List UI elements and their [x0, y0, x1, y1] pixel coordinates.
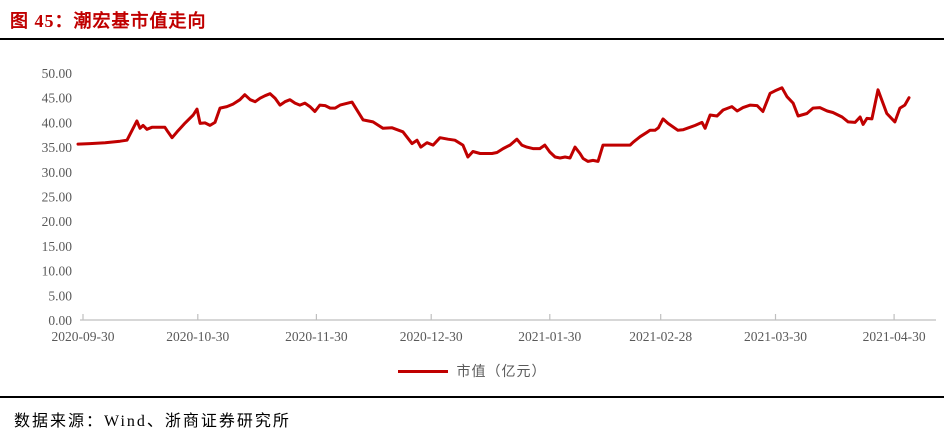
market-value-chart: 2020-09-30 2020-10-30 2020-11-30 2020-12-30… — [0, 40, 944, 396]
x-axis-tick-label: 2020-11-30 — [285, 329, 348, 344]
figure-title: 图 45：潮宏基市值走向 — [10, 11, 207, 31]
chart-canvas: 2020-09-30 2020-10-30 2020-11-30 2020-12-30… — [42, 66, 936, 344]
y-axis-tick-label: 40.00 — [42, 115, 73, 130]
x-axis-tick-label: 2020-09-30 — [52, 329, 115, 344]
y-axis-tick-label: 20.00 — [42, 214, 73, 229]
y-axis-tick-label: 35.00 — [42, 140, 73, 155]
y-axis-tick-label: 30.00 — [42, 165, 73, 180]
legend-line-swatch — [397, 369, 448, 373]
figure-title-row: 图 45：潮宏基市值走向 — [0, 0, 944, 38]
x-axis-tick-label: 2021-04-30 — [863, 329, 926, 344]
legend-series-label: 市值（亿元） — [456, 365, 547, 380]
market-value-line — [76, 86, 911, 163]
y-axis-tick-label: 10.00 — [42, 264, 73, 279]
x-axis-tick-label: 2020-12-30 — [400, 329, 463, 344]
footer-row: 数据来源：Wind、浙商证券研究所 — [0, 398, 944, 431]
bottom-divider-rule — [0, 396, 944, 398]
chart-legend: 市值（亿元） — [0, 360, 944, 382]
data-source-text: 数据来源：Wind、浙商证券研究所 — [14, 413, 291, 430]
x-axis-tick-label: 2020-10-30 — [166, 329, 229, 344]
y-axis-tick-label: 5.00 — [48, 288, 72, 303]
x-axis-tick-label: 2021-03-30 — [744, 329, 807, 344]
top-divider-rule — [0, 38, 944, 40]
x-axis-tick-label: 2021-02-28 — [629, 329, 692, 344]
y-axis-tick-label: 50.00 — [42, 66, 73, 81]
x-axis-tick-label: 2021-01-30 — [518, 329, 581, 344]
y-axis-tick-label: 0.00 — [48, 313, 72, 328]
y-axis-tick-label: 45.00 — [42, 91, 73, 106]
y-axis-tick-label: 15.00 — [42, 239, 73, 254]
y-axis-tick-label: 25.00 — [42, 190, 73, 205]
